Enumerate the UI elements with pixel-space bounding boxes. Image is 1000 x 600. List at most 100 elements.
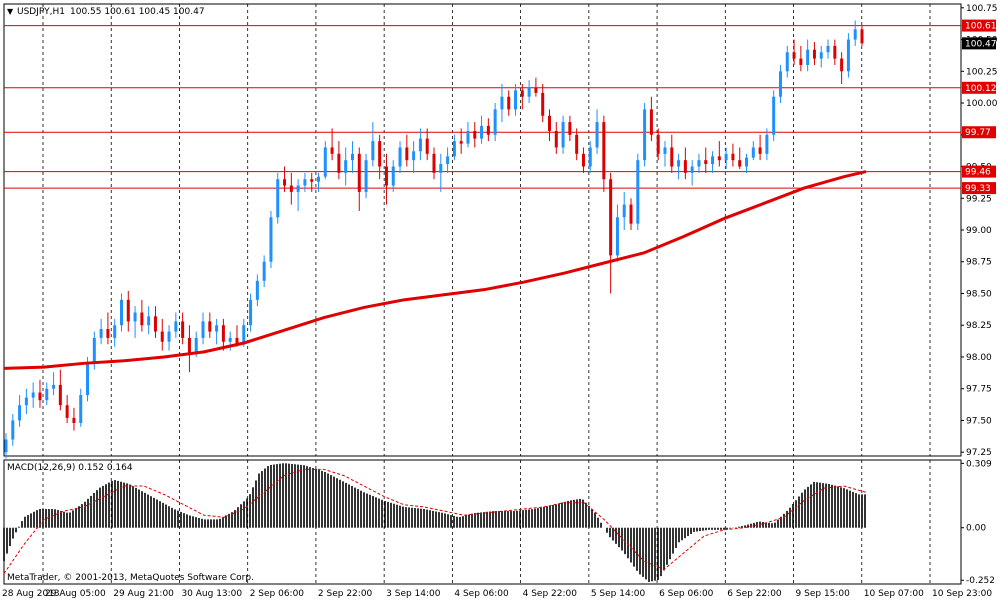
candle [357,147,361,211]
candle [52,372,56,396]
candle [58,369,62,411]
time-axis-label: 4 Sep 22:00 [523,589,578,599]
candle [568,115,572,142]
candle [303,172,307,192]
candle-body [860,29,864,44]
candle-body [663,147,667,154]
candle [792,39,796,65]
candle-body [153,316,157,332]
candle-body [819,52,823,59]
candle [72,407,76,431]
candle-body [269,217,273,262]
candle-body [126,299,130,322]
candle-body [378,141,382,167]
candle-body [255,280,259,300]
candle [772,90,776,142]
candle-body [364,160,368,192]
candle-body [106,329,110,338]
candle-body [799,58,803,65]
candle-body [384,166,388,186]
candle [364,153,368,199]
candle-body [751,147,755,158]
current-price-tag-text: 100.47 [965,39,997,49]
candle-body [79,395,83,423]
level-price-labels: 100.61 100.12 99.77 99.46 99.33 100.47 [962,19,997,195]
candle [717,141,721,167]
candle-body [629,204,633,224]
candle-body [119,299,123,326]
candle [432,147,436,180]
candle [629,198,633,230]
candle [480,115,484,144]
candle [398,141,402,173]
candle-body [140,312,144,326]
candle-body [690,166,694,173]
candle [439,153,443,192]
candle [412,141,416,173]
candle [731,143,735,167]
candle-body [772,96,776,135]
candle [649,96,653,142]
candle [514,83,518,116]
candle-body [717,156,721,161]
candle-body [439,163,443,173]
time-axis-label: 5 Sep 14:00 [591,589,646,599]
candle-body [45,388,49,401]
candle-body [58,384,62,406]
candle [24,388,28,415]
candle [473,122,477,148]
candle-body [181,321,185,338]
price-axis-label: 97.75 [966,385,992,395]
candle [187,325,191,373]
time-axis-label: 10 Sep 07:00 [864,589,924,599]
time-axis-label: 29 Aug 05:00 [45,589,106,599]
candle [323,141,327,180]
candle [153,306,157,338]
candle-body [812,49,816,59]
candle-body [92,337,96,364]
candle-body [303,179,307,186]
candle-body [283,179,287,186]
candle-body [677,160,681,167]
candle-body [561,122,565,148]
candle [208,312,212,338]
candle [160,318,164,351]
candle [846,33,850,78]
candle [561,115,565,154]
candle [656,128,660,161]
candle [249,293,253,332]
macd-signal-line [3,468,867,574]
macd-axis-label: 0.00 [966,524,986,534]
candle-body [534,87,538,93]
candle-body [174,321,178,332]
candle-body [262,261,266,281]
candle-body [31,392,35,398]
candle [418,128,422,161]
candle-body [500,96,504,110]
candle-body [350,153,354,161]
candle-body [527,87,531,97]
candle-body [72,417,76,423]
candle [751,141,755,161]
price-axis-label: 98.25 [966,321,992,331]
candle-body [242,325,246,345]
candle-body [853,29,857,40]
candle-body [554,130,558,148]
macd-indicator-label: MACD(12,26,9) 0.152 0.164 [7,463,133,473]
candle [296,179,300,211]
candle [554,122,558,154]
candle-body [405,147,409,161]
candle-body [588,147,592,167]
candle-body [840,58,844,72]
candle [615,204,619,262]
time-axis-label: 6 Sep 06:00 [659,589,714,599]
candle-body [432,153,436,173]
candle [738,147,742,170]
candle-body [249,299,253,326]
candle-body [486,125,490,135]
symbol-menu-arrow-icon[interactable]: ▼ [7,7,14,16]
candle [221,318,225,351]
candle [330,128,334,161]
candle [643,103,647,167]
candle [371,122,375,167]
